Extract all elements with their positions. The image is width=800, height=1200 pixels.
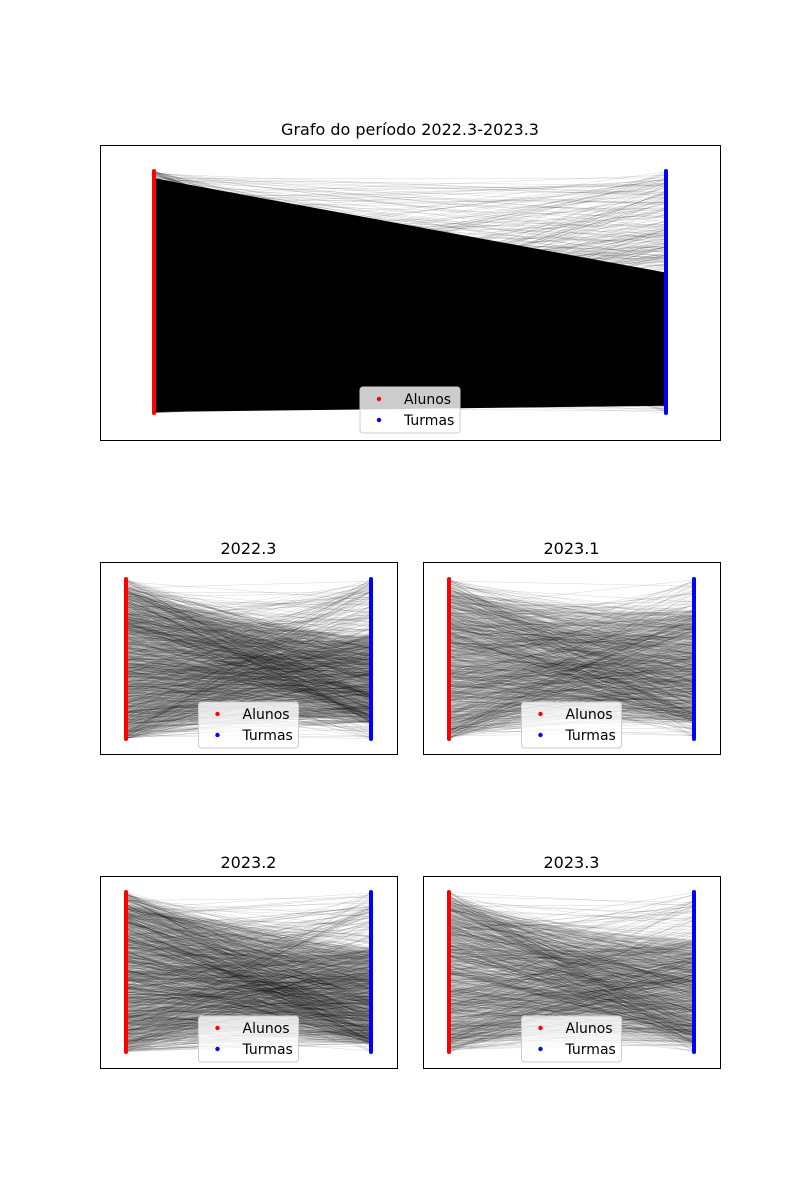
legend-box	[198, 1015, 299, 1063]
legend-box	[521, 701, 622, 749]
chart-panel-4: 2023.2 Alunos Turmas	[100, 853, 398, 1069]
legend-label-turmas: Turmas	[565, 1042, 616, 1058]
legend-box	[521, 1015, 622, 1063]
legend-label-alunos: Alunos	[566, 707, 613, 723]
legend-marker-alunos	[376, 396, 382, 402]
legend: Alunos Turmas	[359, 386, 461, 434]
legend-box	[198, 701, 299, 749]
legend-label-turmas: Turmas	[403, 413, 454, 429]
chart-title: 2023.1	[544, 539, 600, 558]
legend: Alunos Turmas	[521, 701, 622, 749]
axes-frame	[100, 562, 398, 755]
edge-density-core	[154, 178, 666, 412]
legend-marker-alunos	[215, 1025, 220, 1031]
legend-marker-alunos	[538, 1025, 543, 1031]
legend-label-turmas: Turmas	[242, 728, 293, 744]
edge-group	[153, 170, 667, 414]
legend-label-alunos: Alunos	[243, 707, 290, 723]
legend: Alunos Turmas	[521, 1015, 622, 1063]
legend-marker-turmas	[538, 1046, 543, 1052]
chart-panel-3: 2023.1 Alunos Turmas	[423, 539, 721, 755]
legend-marker-turmas	[215, 732, 220, 738]
chart-panel-2: 2022.3 Alunos Turmas	[100, 539, 398, 755]
chart-panel-1: Grafo do período 2022.3-2023.3 Alunos Turm…	[100, 120, 721, 441]
chart-title: 2022.3	[221, 539, 277, 558]
edge-lines	[448, 891, 695, 1053]
axes-frame	[100, 876, 398, 1069]
legend-label-alunos: Alunos	[243, 1021, 290, 1037]
legend-label-turmas: Turmas	[565, 728, 616, 744]
legend-marker-alunos	[538, 711, 543, 717]
axes-frame	[100, 145, 721, 441]
legend-marker-turmas	[215, 1046, 220, 1052]
legend-box	[359, 386, 461, 434]
chart-panel-5: 2023.3 Alunos Turmas	[423, 853, 721, 1069]
legend-label-alunos: Alunos	[566, 1021, 613, 1037]
chart-title: 2023.3	[544, 853, 600, 872]
legend-label-turmas: Turmas	[242, 1042, 293, 1058]
axes-frame	[423, 876, 721, 1069]
legend: Alunos Turmas	[198, 1015, 299, 1063]
axes-frame	[423, 562, 721, 755]
legend-marker-turmas	[376, 417, 382, 423]
chart-title: Grafo do período 2022.3-2023.3	[281, 120, 539, 139]
legend: Alunos Turmas	[198, 701, 299, 749]
legend-marker-turmas	[538, 732, 543, 738]
legend-label-alunos: Alunos	[404, 392, 451, 408]
legend-marker-alunos	[215, 711, 220, 717]
chart-title: 2023.2	[221, 853, 277, 872]
